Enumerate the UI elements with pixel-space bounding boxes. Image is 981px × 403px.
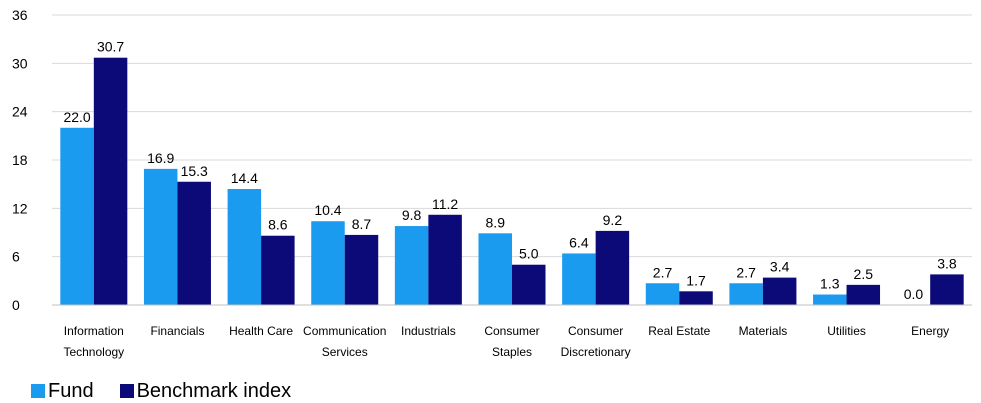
x-tick-label: Technology: [63, 345, 124, 359]
y-tick-label: 6: [12, 249, 20, 265]
legend-swatch-benchmark: [119, 384, 134, 398]
bar-benchmark: [93, 57, 128, 305]
bar-benchmark: [261, 235, 295, 305]
bar-fund: [478, 233, 512, 305]
bar-fund: [227, 189, 262, 305]
bar-benchmark: [428, 214, 462, 305]
y-tick-label: 12: [12, 200, 28, 216]
legend-swatch-fund: [31, 384, 45, 398]
data-label-fund: 10.4: [314, 202, 341, 218]
y-tick-label: 36: [12, 7, 28, 23]
data-label-benchmark: 11.2: [432, 196, 458, 212]
y-tick-label: 30: [12, 55, 28, 71]
data-label-fund: 2.7: [653, 264, 673, 280]
data-label-benchmark: 8.7: [352, 216, 372, 232]
bar-fund: [813, 294, 847, 305]
data-label-fund: 14.4: [231, 170, 258, 186]
bar-fund: [394, 226, 429, 305]
x-tick-label: Staples: [492, 345, 532, 359]
bar-benchmark: [344, 234, 379, 305]
bar-benchmark: [679, 291, 713, 305]
data-label-fund: 2.7: [736, 264, 756, 280]
bar-benchmark: [930, 274, 964, 305]
legend-label-benchmark: Benchmark index: [136, 380, 292, 402]
data-label-fund: 8.9: [486, 214, 506, 230]
x-tick-label: Financials: [150, 324, 204, 338]
bar-benchmark: [512, 264, 546, 305]
x-tick-label: Industrials: [401, 324, 456, 338]
data-label-benchmark: 5.0: [519, 246, 539, 262]
bar-benchmark: [177, 181, 211, 305]
legend-label-fund: Fund: [48, 380, 94, 402]
data-label-fund: 6.4: [569, 234, 589, 250]
bar-fund: [562, 253, 596, 305]
data-label-fund: 0.0: [904, 286, 924, 302]
bar-fund: [645, 283, 680, 305]
y-tick-label: 18: [12, 152, 28, 168]
x-tick-label: Real Estate: [648, 324, 710, 338]
y-tick-label: 0: [12, 297, 20, 313]
x-tick-label: Utilities: [827, 324, 866, 338]
data-label-benchmark: 15.3: [181, 163, 208, 179]
data-label-benchmark: 1.7: [686, 272, 706, 288]
legend-item-benchmark: Benchmark index: [119, 380, 292, 402]
x-tick-label: Consumer: [568, 324, 623, 338]
data-label-benchmark: 9.2: [603, 212, 623, 228]
x-tick-label: Materials: [739, 324, 788, 338]
data-label-benchmark: 3.4: [770, 259, 790, 275]
data-label-fund: 1.3: [820, 276, 840, 292]
bar-benchmark: [846, 284, 881, 305]
bar-benchmark: [595, 230, 630, 305]
x-tick-label: Energy: [911, 324, 949, 338]
data-label-fund: 16.9: [147, 150, 174, 166]
legend-item-fund: Fund: [31, 381, 94, 401]
x-tick-label: Services: [322, 345, 368, 359]
y-tick-label: 24: [12, 104, 28, 120]
bar-fund: [60, 127, 94, 306]
x-tick-label: Information: [64, 324, 124, 338]
bar-fund: [311, 221, 345, 305]
chart-legend: Fund Benchmark index: [31, 380, 317, 402]
x-tick-label: Communication: [303, 324, 386, 338]
x-tick-label: Health Care: [229, 324, 293, 338]
data-label-benchmark: 30.7: [97, 39, 124, 55]
data-label-benchmark: 8.6: [268, 217, 288, 233]
data-label-fund: 22.0: [63, 109, 90, 125]
bar-fund: [729, 283, 763, 305]
x-tick-label: Discretionary: [561, 345, 631, 359]
data-label-benchmark: 3.8: [937, 255, 957, 271]
bar-benchmark: [762, 277, 797, 305]
x-tick-label: Consumer: [484, 324, 539, 338]
data-label-fund: 9.8: [402, 207, 422, 223]
data-label-benchmark: 2.5: [854, 266, 874, 282]
bar-fund: [143, 168, 178, 305]
